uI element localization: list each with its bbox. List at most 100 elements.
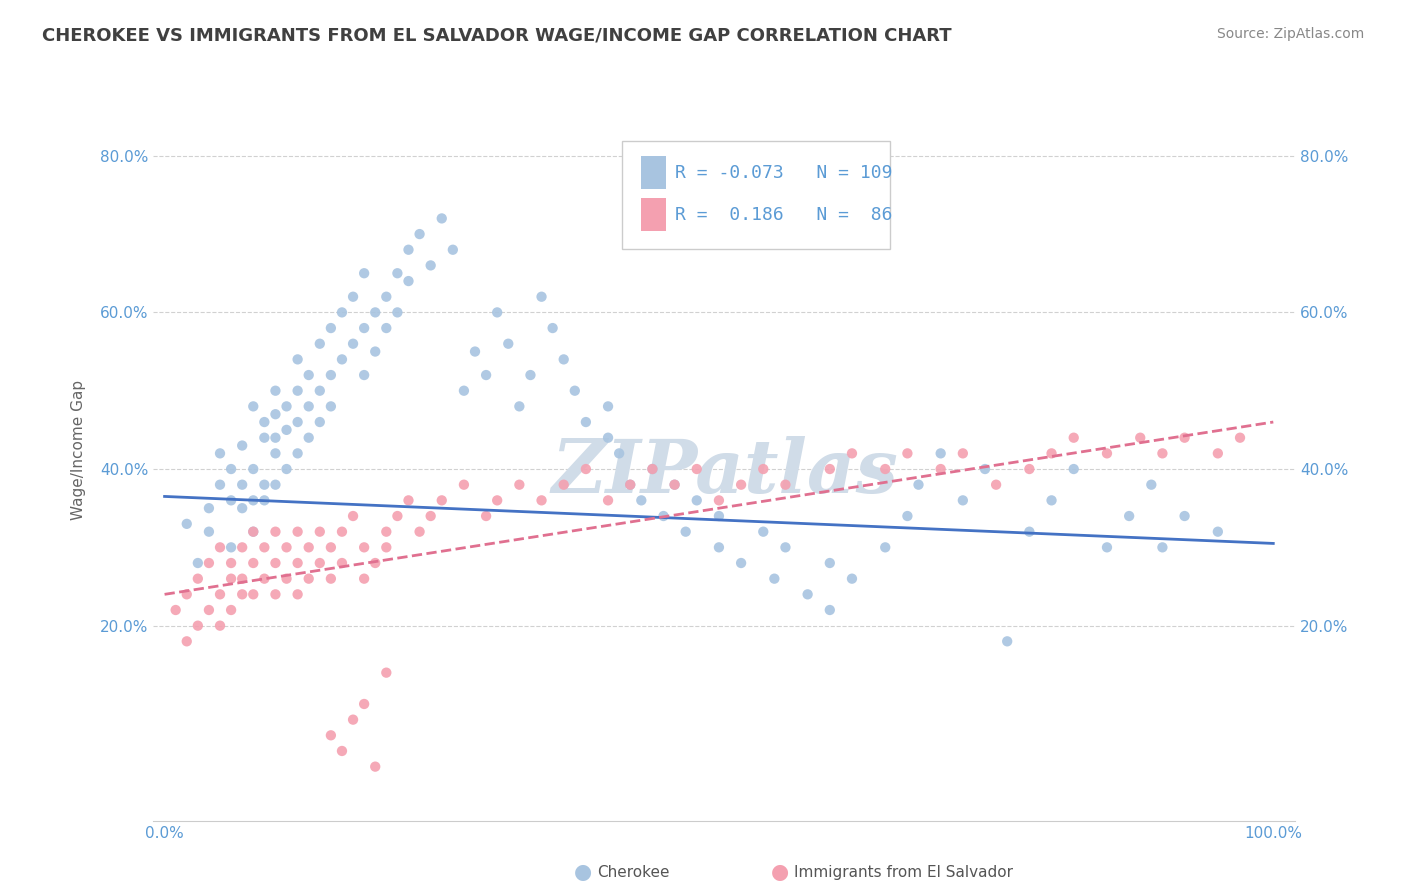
Point xyxy=(342,713,364,727)
Point xyxy=(841,572,863,586)
Point xyxy=(242,493,264,508)
Point xyxy=(264,477,287,491)
Point xyxy=(1152,541,1174,555)
Point xyxy=(198,524,221,539)
Point xyxy=(276,423,298,437)
Point xyxy=(330,524,353,539)
Point xyxy=(219,493,242,508)
Point xyxy=(253,572,276,586)
Point xyxy=(353,541,375,555)
Point xyxy=(375,665,398,680)
Point xyxy=(208,587,231,601)
Point xyxy=(730,556,752,570)
Point xyxy=(375,541,398,555)
Point xyxy=(198,501,221,516)
Point xyxy=(664,477,686,491)
Point xyxy=(198,603,221,617)
Point xyxy=(187,572,209,586)
Point xyxy=(575,462,598,476)
FancyBboxPatch shape xyxy=(641,198,666,231)
Point xyxy=(276,541,298,555)
Point xyxy=(1063,431,1085,445)
Point xyxy=(664,477,686,491)
Point xyxy=(364,556,387,570)
Point xyxy=(319,368,342,382)
Point xyxy=(1174,508,1197,523)
Point xyxy=(387,305,409,319)
Point xyxy=(553,352,575,367)
Point xyxy=(264,446,287,460)
FancyBboxPatch shape xyxy=(641,155,666,189)
Point xyxy=(929,462,952,476)
Text: Cherokee: Cherokee xyxy=(598,865,671,880)
Point xyxy=(553,477,575,491)
Point xyxy=(596,493,619,508)
Point xyxy=(752,524,775,539)
Point xyxy=(818,462,841,476)
Point xyxy=(907,477,929,491)
Point xyxy=(541,321,564,335)
Point xyxy=(330,352,353,367)
Point xyxy=(387,508,409,523)
Y-axis label: Wage/Income Gap: Wage/Income Gap xyxy=(72,379,86,519)
Point xyxy=(1040,446,1063,460)
Point xyxy=(675,524,697,539)
Point xyxy=(398,493,420,508)
Point xyxy=(398,274,420,288)
Point xyxy=(686,462,709,476)
Point xyxy=(287,446,309,460)
Point xyxy=(1129,431,1152,445)
Point xyxy=(276,572,298,586)
Point xyxy=(1152,446,1174,460)
Point xyxy=(342,508,364,523)
Point xyxy=(775,541,797,555)
Point xyxy=(208,477,231,491)
Point xyxy=(375,321,398,335)
Point xyxy=(763,572,786,586)
Text: ●: ● xyxy=(575,863,592,882)
Point xyxy=(453,384,475,398)
Point xyxy=(619,477,641,491)
Point xyxy=(1206,524,1229,539)
Point xyxy=(519,368,541,382)
Point xyxy=(707,508,730,523)
Point xyxy=(231,541,253,555)
Point xyxy=(231,501,253,516)
Point xyxy=(319,400,342,414)
Text: R = -0.073   N = 109: R = -0.073 N = 109 xyxy=(675,163,893,182)
Point xyxy=(1140,477,1163,491)
Point xyxy=(508,400,530,414)
Point xyxy=(375,524,398,539)
Text: Immigrants from El Salvador: Immigrants from El Salvador xyxy=(794,865,1014,880)
Point xyxy=(242,524,264,539)
Text: ●: ● xyxy=(772,863,789,882)
Point xyxy=(308,556,330,570)
Point xyxy=(276,400,298,414)
Point xyxy=(208,618,231,632)
Point xyxy=(219,462,242,476)
Point xyxy=(995,634,1018,648)
Point xyxy=(530,290,553,304)
Point xyxy=(319,572,342,586)
Point xyxy=(641,462,664,476)
Point xyxy=(353,368,375,382)
Point xyxy=(607,446,630,460)
Point xyxy=(187,556,209,570)
Point xyxy=(231,438,253,452)
Point xyxy=(630,493,652,508)
Point xyxy=(1063,462,1085,476)
Point xyxy=(353,321,375,335)
Point xyxy=(176,634,198,648)
Point xyxy=(486,305,509,319)
Point xyxy=(419,508,441,523)
Point xyxy=(796,587,818,601)
Text: R =  0.186   N =  86: R = 0.186 N = 86 xyxy=(675,206,893,224)
Point xyxy=(253,541,276,555)
Point xyxy=(231,572,253,586)
Point xyxy=(298,400,321,414)
Point xyxy=(176,516,198,531)
Point xyxy=(1118,508,1140,523)
Point xyxy=(353,266,375,280)
Point xyxy=(875,462,897,476)
Point xyxy=(1174,431,1197,445)
